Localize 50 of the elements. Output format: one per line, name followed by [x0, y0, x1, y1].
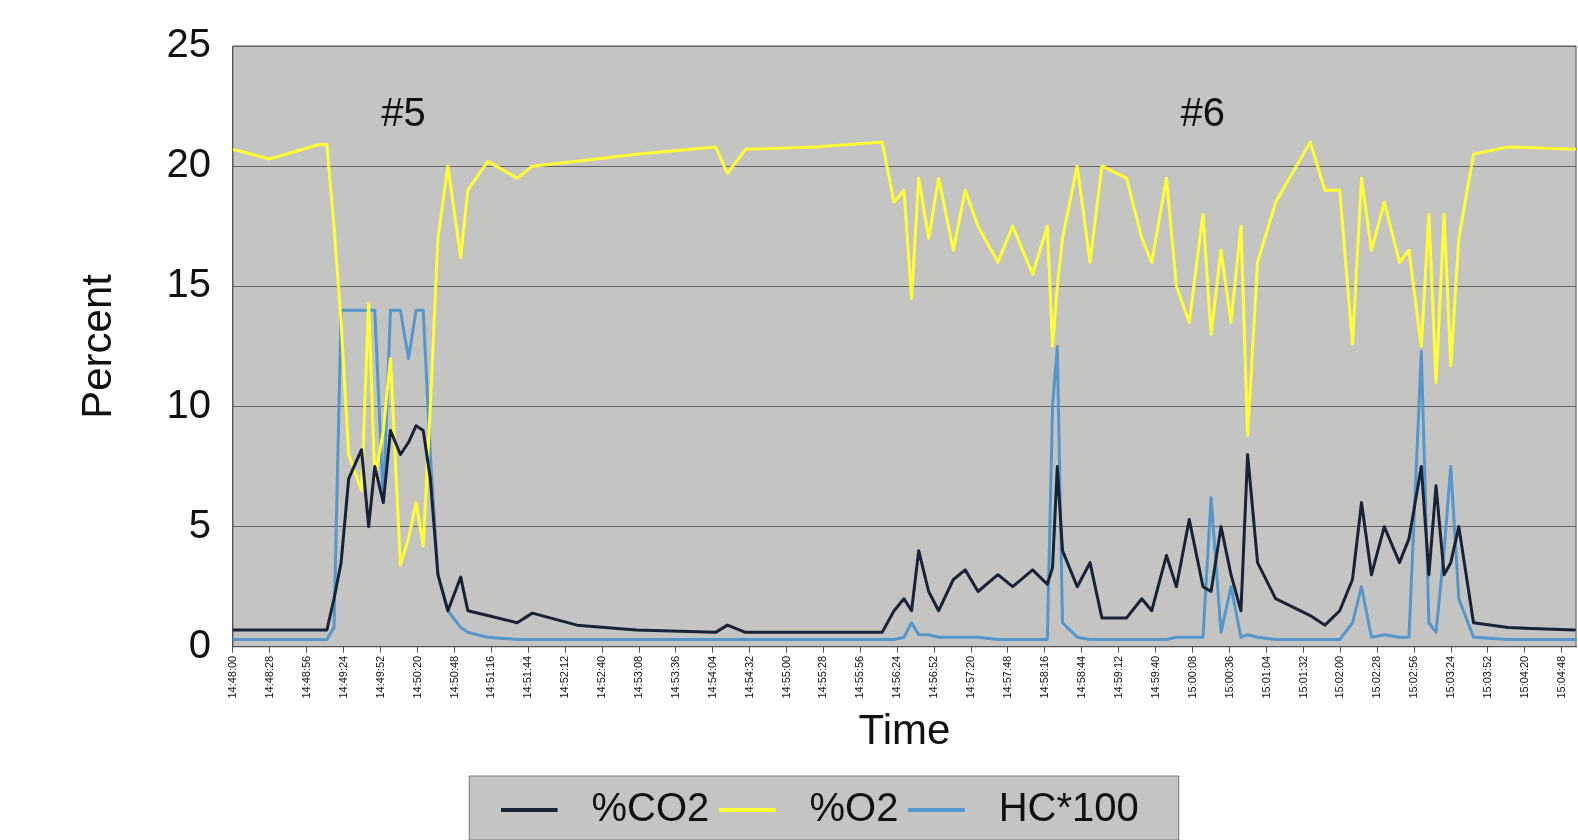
x-tick-label: 15:02:56 [1407, 655, 1420, 699]
x-tick-label: 14:59:12 [1112, 655, 1125, 699]
y-tick-label: 0 [188, 621, 211, 666]
y-tick-label: 25 [166, 21, 211, 66]
x-tick-label: 14:53:36 [668, 655, 681, 699]
x-tick-label: 15:04:48 [1554, 655, 1567, 699]
x-tick-label: 14:50:48 [447, 655, 460, 699]
x-tick-label: 14:55:00 [779, 655, 792, 699]
x-tick-label: 14:57:20 [964, 655, 977, 699]
x-tick-label: 14:48:28 [262, 655, 275, 699]
x-tick-label: 14:59:40 [1148, 655, 1161, 699]
x-tick-label: 15:00:36 [1222, 655, 1235, 699]
x-tick-label: 14:53:08 [632, 655, 645, 699]
y-tick-label: 15 [166, 261, 211, 306]
x-tick-label: 14:49:24 [336, 655, 349, 699]
x-tick-label: 15:03:24 [1444, 655, 1457, 699]
annotation: #6 [1180, 90, 1225, 135]
x-tick-label: 14:54:04 [705, 655, 718, 699]
x-tick-label: 14:58:16 [1037, 655, 1050, 699]
x-tick-label: 14:55:28 [816, 655, 829, 699]
x-tick-label: 14:52:12 [558, 655, 571, 699]
x-tick-label: 14:56:24 [890, 655, 903, 699]
x-tick-label: 14:54:32 [742, 655, 755, 699]
x-tick-label: 15:03:52 [1480, 655, 1493, 699]
legend-label: %CO2 [569, 785, 710, 830]
x-tick-label: 14:57:48 [1000, 655, 1013, 699]
legend-label: %O2 [787, 785, 899, 830]
x-tick-label: 14:51:44 [521, 655, 534, 699]
x-tick-label: 15:04:20 [1517, 655, 1530, 699]
x-tick-label: 14:48:00 [225, 655, 238, 699]
x-axis-title: Time [858, 706, 951, 754]
x-tick-label: 14:48:56 [299, 655, 312, 699]
x-tick-label: 15:02:28 [1370, 655, 1383, 699]
x-tick-label: 15:01:32 [1296, 655, 1309, 699]
y-axis-title: Percent [72, 273, 120, 419]
x-tick-label: 14:51:16 [484, 655, 497, 699]
x-tick-label: 15:00:08 [1185, 655, 1198, 699]
x-tick-label: 14:50:20 [410, 655, 423, 699]
legend-label: HC*100 [976, 785, 1139, 830]
x-tick-label: 14:58:44 [1075, 655, 1087, 699]
x-tick-label: 15:01:04 [1259, 655, 1272, 699]
y-tick-label: 20 [166, 141, 211, 186]
x-tick-label: 14:55:56 [853, 655, 866, 699]
x-tick-label: 14:49:52 [373, 655, 386, 699]
x-tick-label: 14:52:40 [595, 655, 608, 699]
annotation: #5 [381, 90, 426, 135]
x-tick-label: 14:56:52 [927, 655, 940, 699]
y-tick-label: 10 [166, 381, 211, 426]
x-tick-label: 15:02:00 [1333, 655, 1346, 699]
y-tick-label: 5 [188, 501, 211, 546]
